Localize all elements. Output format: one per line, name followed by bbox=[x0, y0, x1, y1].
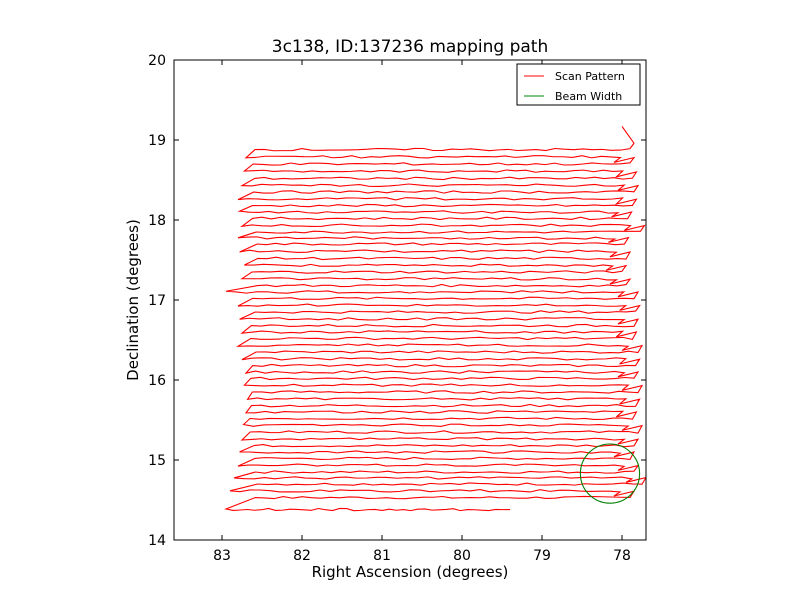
y-tick-label: 15 bbox=[148, 453, 166, 469]
y-tick-label: 20 bbox=[148, 53, 166, 69]
y-axis: 14 15 16 17 18 19 20 bbox=[148, 53, 646, 549]
x-tick-label: 80 bbox=[453, 548, 471, 564]
y-tick-label: 16 bbox=[148, 373, 166, 389]
series-scan-pattern bbox=[224, 126, 646, 512]
y-tick-label: 19 bbox=[148, 133, 166, 149]
legend-label-scan-pattern: Scan Pattern bbox=[555, 70, 625, 83]
x-axis-title: Right Ascension (degrees) bbox=[312, 563, 509, 581]
x-tick-label: 81 bbox=[373, 548, 391, 564]
y-tick-label: 17 bbox=[148, 293, 166, 309]
plot-area bbox=[224, 126, 646, 512]
legend-label-beam-width: Beam Width bbox=[555, 90, 622, 103]
series-beam-width bbox=[579, 443, 641, 504]
legend: Scan Pattern Beam Width bbox=[516, 63, 641, 106]
y-tick-label: 18 bbox=[148, 213, 166, 229]
x-tick-label: 82 bbox=[293, 548, 311, 564]
y-axis-title: Declination (degrees) bbox=[124, 219, 142, 381]
legend-box bbox=[516, 63, 641, 106]
x-tick-label: 78 bbox=[613, 548, 631, 564]
y-tick-label: 14 bbox=[148, 533, 166, 549]
x-axis: 83 82 81 80 79 78 bbox=[213, 60, 631, 564]
x-tick-label: 79 bbox=[533, 548, 551, 564]
chart-title: 3c138, ID:137236 mapping path bbox=[272, 37, 548, 57]
x-tick-label: 83 bbox=[213, 548, 231, 564]
